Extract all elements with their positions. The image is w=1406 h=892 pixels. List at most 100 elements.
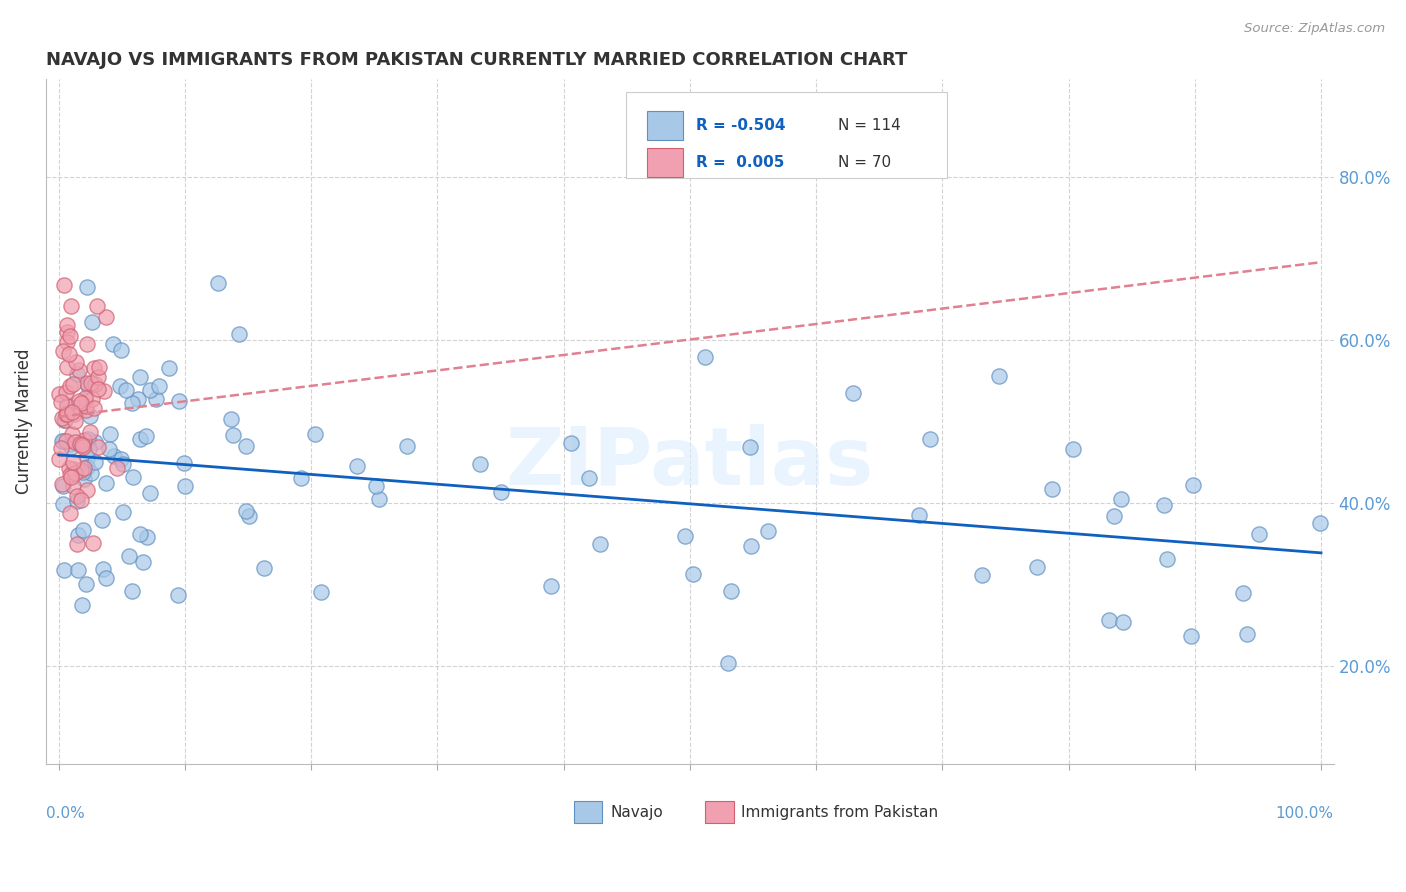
Y-axis label: Currently Married: Currently Married	[15, 349, 32, 494]
Point	[53, 413, 76, 427]
Point	[62, 426, 84, 441]
Point	[59, 436, 82, 450]
Point	[48, 387, 70, 401]
Point	[76, 337, 98, 351]
Point	[128, 432, 150, 446]
Point	[51, 411, 73, 425]
Point	[86, 369, 108, 384]
FancyBboxPatch shape	[647, 111, 683, 140]
Point	[560, 436, 582, 450]
Point	[110, 452, 132, 467]
Point	[58, 347, 80, 361]
Point	[908, 508, 931, 522]
Point	[83, 401, 105, 416]
Point	[62, 462, 84, 476]
Text: ZIPatlas: ZIPatlas	[506, 424, 875, 501]
Point	[110, 378, 132, 392]
Point	[52, 497, 75, 511]
Point	[174, 478, 197, 492]
Point	[55, 408, 77, 422]
Point	[66, 563, 89, 577]
Point	[738, 440, 761, 454]
Point	[173, 456, 195, 470]
Point	[129, 527, 152, 541]
Point	[49, 441, 72, 455]
Point	[988, 369, 1011, 384]
Point	[60, 405, 83, 419]
Point	[59, 467, 82, 482]
Point	[145, 392, 167, 406]
Point	[972, 567, 994, 582]
Point	[67, 528, 90, 542]
Point	[1232, 586, 1254, 600]
Point	[131, 556, 153, 570]
Point	[59, 507, 82, 521]
Point	[167, 588, 190, 602]
Point	[740, 539, 762, 553]
Point	[1153, 499, 1175, 513]
Point	[66, 493, 89, 508]
Point	[103, 337, 125, 351]
Point	[290, 471, 312, 485]
Point	[139, 384, 162, 398]
Point	[73, 391, 96, 405]
Point	[221, 412, 243, 426]
Point	[1249, 527, 1271, 541]
FancyBboxPatch shape	[574, 801, 602, 823]
Point	[66, 400, 89, 414]
Point	[76, 432, 98, 446]
Point	[59, 379, 82, 393]
Point	[70, 437, 93, 451]
Point	[121, 583, 143, 598]
Point	[56, 325, 79, 339]
Text: Source: ZipAtlas.com: Source: ZipAtlas.com	[1244, 22, 1385, 36]
Text: Immigrants from Pakistan: Immigrants from Pakistan	[741, 805, 939, 820]
Point	[96, 571, 118, 585]
Point	[1156, 552, 1178, 566]
Point	[76, 459, 98, 474]
Point	[540, 578, 562, 592]
Point	[89, 359, 111, 374]
Point	[56, 359, 79, 374]
Point	[60, 470, 83, 484]
Point	[77, 442, 100, 456]
Point	[53, 412, 76, 426]
Point	[105, 460, 128, 475]
Point	[80, 466, 103, 480]
Point	[67, 363, 90, 377]
Point	[72, 465, 94, 479]
Point	[368, 491, 391, 506]
Point	[51, 395, 73, 409]
Point	[112, 505, 135, 519]
Point	[70, 463, 93, 477]
Point	[716, 656, 738, 670]
FancyBboxPatch shape	[706, 801, 734, 823]
Point	[63, 435, 86, 450]
Point	[304, 427, 326, 442]
Point	[73, 472, 96, 486]
Point	[1098, 613, 1121, 627]
Text: 0.0%: 0.0%	[46, 805, 84, 821]
Point	[63, 407, 86, 421]
Point	[52, 563, 75, 577]
Point	[75, 400, 97, 414]
Point	[207, 276, 229, 290]
Point	[1040, 482, 1063, 496]
FancyBboxPatch shape	[626, 92, 948, 178]
Text: NAVAJO VS IMMIGRANTS FROM PAKISTAN CURRENTLY MARRIED CORRELATION CHART: NAVAJO VS IMMIGRANTS FROM PAKISTAN CURRE…	[46, 51, 907, 69]
Point	[82, 315, 104, 329]
Point	[62, 455, 84, 469]
Text: Navajo: Navajo	[610, 805, 662, 820]
Point	[72, 440, 94, 454]
Point	[167, 394, 190, 409]
Point	[75, 577, 97, 591]
Point	[65, 355, 87, 369]
Point	[228, 327, 250, 342]
Point	[157, 360, 180, 375]
Point	[55, 434, 77, 448]
Point	[91, 562, 114, 576]
Point	[1309, 516, 1331, 531]
Point	[396, 439, 419, 453]
Point	[56, 399, 79, 413]
Point	[86, 440, 108, 454]
